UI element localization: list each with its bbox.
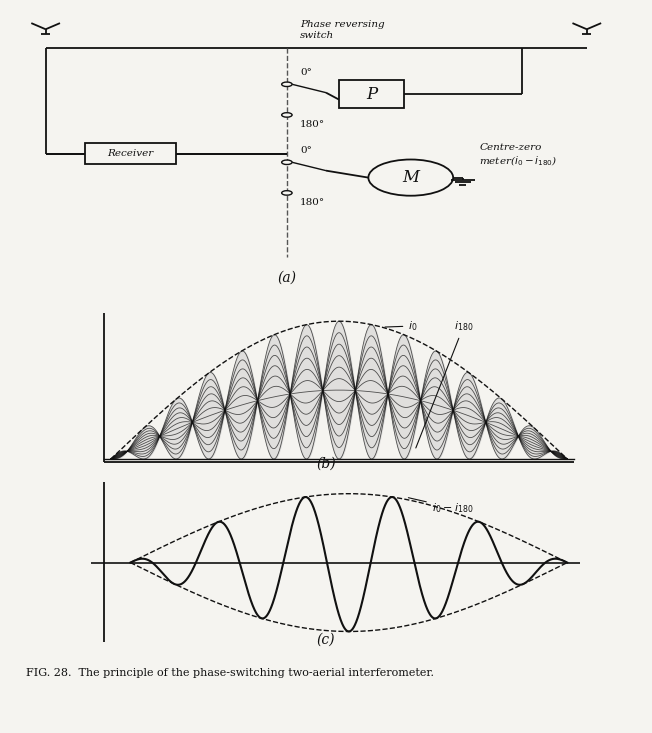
Text: Centre-zero
meter($i_0-i_{180}$): Centre-zero meter($i_0-i_{180}$)	[479, 143, 557, 168]
Text: M: M	[402, 169, 419, 186]
Text: 0°: 0°	[300, 147, 312, 155]
Text: FIG. 28.  The principle of the phase-switching two-aerial interferometer.: FIG. 28. The principle of the phase-swit…	[26, 668, 434, 679]
Text: $i_0$: $i_0$	[385, 319, 418, 333]
Circle shape	[368, 160, 453, 196]
Bar	[339, 80, 404, 108]
Circle shape	[282, 191, 292, 195]
Circle shape	[282, 160, 292, 164]
Text: 180°: 180°	[300, 120, 325, 129]
Circle shape	[282, 113, 292, 117]
Text: 0°: 0°	[300, 68, 312, 78]
Text: Phase reversing
switch: Phase reversing switch	[300, 21, 385, 40]
Circle shape	[282, 82, 292, 86]
Text: $i_0 - i_{180}$: $i_0 - i_{180}$	[408, 498, 473, 515]
Bar	[85, 144, 176, 164]
Text: (c): (c)	[317, 633, 335, 647]
Text: $i_{180}$: $i_{180}$	[416, 319, 473, 448]
Text: 180°: 180°	[300, 198, 325, 207]
Text: (b): (b)	[316, 457, 336, 471]
Text: P: P	[366, 86, 378, 103]
Text: (a): (a)	[277, 271, 297, 285]
Text: Receiver: Receiver	[108, 150, 153, 158]
